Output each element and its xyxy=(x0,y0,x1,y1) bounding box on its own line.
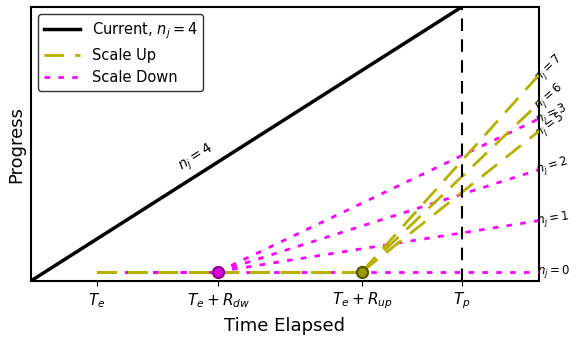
Text: $n_j=0$: $n_j=0$ xyxy=(537,263,570,280)
Text: $n_j=6$: $n_j=6$ xyxy=(531,80,568,114)
Text: $n_j=5$: $n_j=5$ xyxy=(532,109,568,142)
Legend: Current, $n_j=4$, Scale Up, Scale Down: Current, $n_j=4$, Scale Up, Scale Down xyxy=(38,14,203,91)
Text: $n_j=4$: $n_j=4$ xyxy=(176,140,218,176)
Text: $n_j=3$: $n_j=3$ xyxy=(533,100,570,129)
X-axis label: Time Elapsed: Time Elapsed xyxy=(224,317,345,335)
Text: $n_j=2$: $n_j=2$ xyxy=(535,154,571,179)
Text: $n_j=1$: $n_j=1$ xyxy=(536,208,570,230)
Y-axis label: Progress: Progress xyxy=(7,106,25,183)
Text: $n_j=7$: $n_j=7$ xyxy=(531,51,566,87)
